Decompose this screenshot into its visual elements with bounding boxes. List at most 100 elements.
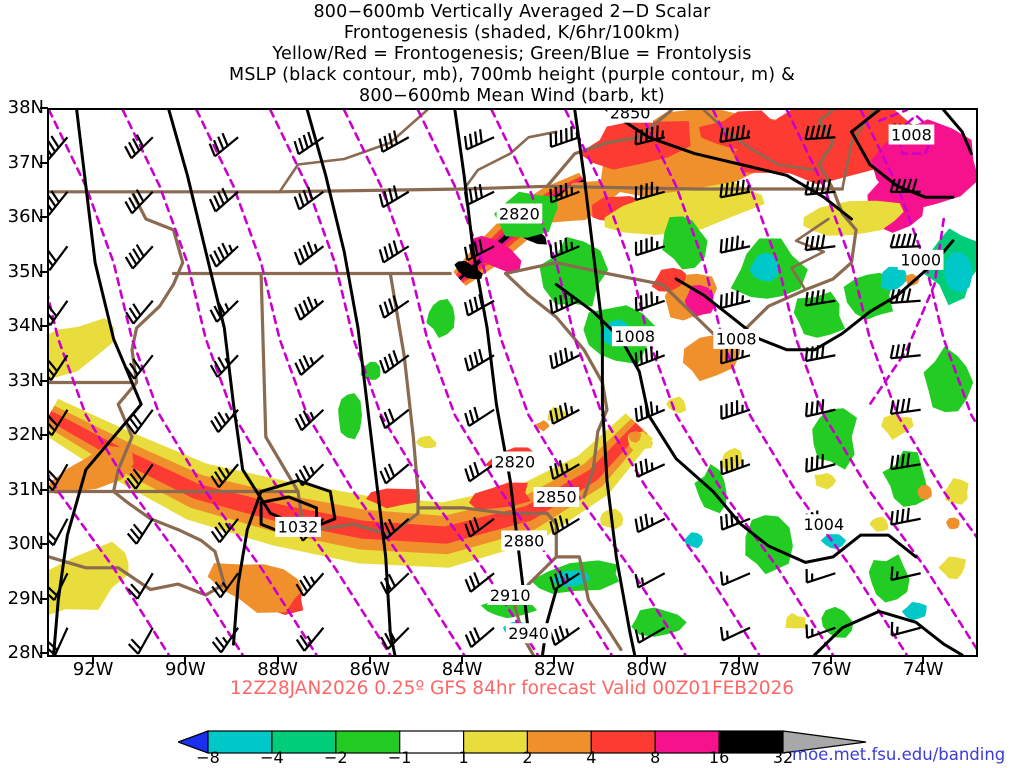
wind-barb bbox=[210, 518, 239, 544]
wind-barb bbox=[379, 350, 410, 374]
frontogenesis-shading bbox=[651, 267, 686, 292]
contour-label-background bbox=[275, 516, 321, 537]
wind-barb bbox=[294, 296, 325, 321]
lat-tick-label: 37N bbox=[7, 151, 44, 173]
mslp-contour bbox=[674, 239, 955, 352]
wind-barb bbox=[464, 406, 495, 428]
contour-label-background bbox=[505, 623, 552, 644]
wind-barb bbox=[890, 566, 921, 582]
wind-barb bbox=[549, 182, 580, 204]
chart-title: 800−600mb Vertically Averaged 2−D Scalar… bbox=[0, 2, 1024, 107]
lat-tick-label: 38N bbox=[7, 97, 44, 118]
frontogenesis-shading bbox=[803, 200, 904, 236]
source-watermark: moe.met.fsu.edu/banding bbox=[792, 745, 1006, 764]
colorbar-tick-label: −4 bbox=[260, 748, 284, 767]
lat-tick-label: 36N bbox=[7, 206, 44, 227]
lon-tick-label: 76W bbox=[810, 659, 852, 680]
geography-outline bbox=[259, 271, 305, 526]
wind-barb bbox=[719, 124, 751, 143]
colorbar-swatches bbox=[176, 730, 867, 754]
height-contour bbox=[49, 110, 318, 655]
wind-barb bbox=[378, 130, 410, 153]
lon-tick-mark bbox=[368, 657, 371, 664]
frontogenesis-shading bbox=[539, 236, 609, 307]
wind-barb bbox=[49, 354, 69, 382]
wind-barb bbox=[124, 189, 154, 215]
lat-tick-label: 33N bbox=[7, 369, 44, 391]
lat-tick-mark bbox=[40, 488, 48, 491]
geography-outline bbox=[388, 271, 420, 515]
geography-outline bbox=[278, 110, 429, 194]
contour-label-background bbox=[611, 326, 658, 347]
frontogenesis-shading bbox=[785, 612, 808, 629]
frontogenesis-shading bbox=[631, 607, 687, 637]
wind-barb bbox=[49, 463, 69, 492]
wind-barb bbox=[125, 409, 154, 435]
wind-barb bbox=[719, 571, 751, 587]
wind-barb bbox=[805, 568, 836, 584]
wind-barb bbox=[549, 460, 580, 481]
wind-barb bbox=[634, 291, 666, 312]
lon-tick-mark bbox=[276, 657, 279, 664]
lat-tick-mark bbox=[40, 270, 48, 273]
frontogenesis-shading bbox=[905, 273, 920, 286]
contour-label-background bbox=[501, 530, 547, 551]
wind-barb bbox=[49, 409, 69, 437]
colorbar bbox=[176, 727, 868, 767]
wind-barb bbox=[49, 572, 69, 602]
wind-barb bbox=[805, 454, 836, 473]
lat-tick-label: 28N bbox=[7, 642, 44, 663]
colorbar-tick-label: −1 bbox=[387, 748, 412, 767]
frontogenesis-shading bbox=[820, 532, 847, 550]
wind-barb bbox=[127, 627, 154, 655]
wind-barb bbox=[209, 299, 239, 323]
geography-outline bbox=[739, 187, 858, 336]
map-plot-area[interactable]: 1032 1008 1008 1008 1000 1004 2850 2820 2820 2850… bbox=[47, 108, 978, 657]
contour-label-background bbox=[533, 487, 580, 507]
frontogenesis-shading bbox=[472, 235, 522, 274]
lon-tick-label: 88W bbox=[257, 659, 298, 680]
wind-barb bbox=[127, 572, 154, 600]
wind-barb bbox=[209, 354, 239, 378]
lon-tick-mark bbox=[461, 657, 464, 664]
contour-label: 2820 bbox=[499, 204, 540, 223]
lon-tick-label: 78W bbox=[718, 659, 760, 680]
mslp-contour bbox=[305, 110, 397, 655]
wind-barb bbox=[889, 178, 921, 194]
colorbar-tick-labels: −8 −4 −2 −1 1 2 4 8 16 32 bbox=[150, 748, 910, 768]
wind-barb bbox=[804, 344, 836, 363]
wind-barb bbox=[720, 400, 751, 420]
wind-barb bbox=[463, 238, 495, 262]
title-line-4: MSLP (black contour, mb), 700mb height (… bbox=[229, 65, 795, 85]
frontogenesis-shading bbox=[666, 396, 687, 414]
wind-barb bbox=[49, 245, 69, 271]
lat-tick-label: 34N bbox=[7, 315, 44, 336]
contour-label-background bbox=[607, 110, 653, 123]
contour-label: 1008 bbox=[716, 330, 757, 349]
wind-barb bbox=[379, 408, 410, 430]
lat-tick-mark bbox=[40, 434, 48, 436]
lon-tick-mark bbox=[184, 657, 187, 664]
frontogenesis-shading bbox=[749, 252, 779, 282]
wind-barb bbox=[634, 513, 666, 534]
wind-barb bbox=[463, 129, 495, 151]
contour-label: 1000 bbox=[900, 251, 941, 270]
contour-label-background bbox=[801, 514, 847, 535]
height-contour bbox=[490, 110, 761, 655]
wind-barb bbox=[719, 290, 751, 310]
lat-tick-mark bbox=[40, 107, 48, 109]
lat-tick-mark bbox=[40, 652, 48, 654]
lon-tick-label: 86W bbox=[349, 659, 391, 680]
wind-barb bbox=[125, 354, 154, 380]
wind-barb bbox=[294, 408, 325, 432]
lat-tick-label: 29N bbox=[7, 587, 44, 609]
height-contour bbox=[859, 110, 976, 426]
contour-label: 1008 bbox=[614, 327, 655, 346]
wind-barb bbox=[379, 463, 410, 485]
height-contour bbox=[49, 295, 244, 655]
wind-barb bbox=[211, 572, 239, 599]
colorbar-tick-label: 2 bbox=[522, 748, 533, 767]
contour-label-background bbox=[888, 124, 935, 145]
contour-label: 2940 bbox=[508, 624, 549, 643]
